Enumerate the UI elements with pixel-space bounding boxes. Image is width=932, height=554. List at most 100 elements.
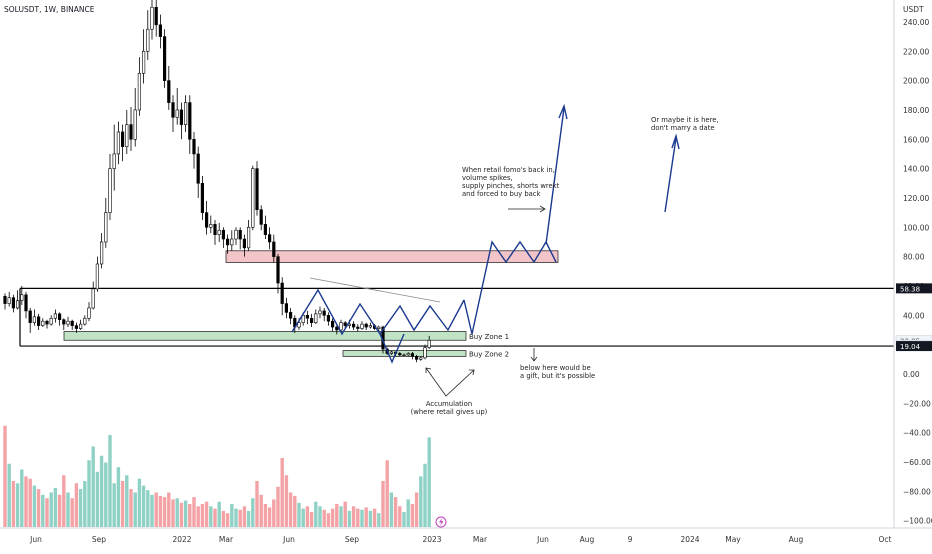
candle[interactable]	[242, 234, 247, 257]
candle[interactable]	[108, 153, 112, 220]
candle[interactable]	[53, 309, 57, 323]
candle[interactable]	[398, 351, 402, 357]
candle[interactable]	[200, 175, 205, 220]
candle[interactable]	[251, 165, 255, 231]
candle[interactable]	[192, 131, 196, 169]
candle[interactable]	[137, 57, 142, 116]
candle[interactable]	[70, 319, 74, 330]
candle[interactable]	[41, 318, 45, 328]
candle[interactable]	[230, 230, 234, 251]
candle[interactable]	[343, 321, 347, 329]
projection-zigzag-path[interactable]	[291, 288, 465, 336]
alt-target-arrow-line[interactable]	[664, 137, 677, 213]
candle[interactable]	[402, 353, 406, 357]
candle[interactable]	[217, 222, 221, 242]
candle[interactable]	[276, 253, 280, 294]
candle[interactable]	[28, 307, 32, 333]
candle[interactable]	[234, 227, 238, 245]
candle[interactable]	[36, 313, 41, 330]
candle[interactable]	[255, 161, 259, 216]
candle[interactable]	[171, 95, 175, 132]
candle[interactable]	[91, 281, 95, 310]
candle[interactable]	[188, 95, 192, 154]
candle[interactable]	[49, 315, 53, 326]
candle[interactable]	[79, 319, 83, 330]
candle[interactable]	[326, 312, 331, 326]
zone-box[interactable]	[342, 350, 467, 357]
zone-box[interactable]	[225, 250, 559, 263]
candle[interactable]	[314, 309, 318, 325]
candle[interactable]	[57, 312, 62, 326]
candle[interactable]	[414, 354, 419, 363]
candle[interactable]	[146, 10, 150, 61]
candle[interactable]	[7, 291, 11, 307]
candle[interactable]	[179, 102, 184, 140]
candle[interactable]	[226, 234, 230, 254]
candle[interactable]	[288, 307, 293, 325]
candle[interactable]	[267, 227, 272, 250]
projection-breakout-path[interactable]	[463, 240, 557, 335]
candle[interactable]	[377, 325, 381, 332]
candle[interactable]	[419, 356, 423, 361]
candle[interactable]	[330, 318, 335, 332]
candle[interactable]	[167, 65, 171, 110]
candle[interactable]	[129, 107, 133, 152]
candle[interactable]	[364, 322, 368, 330]
candle[interactable]	[20, 285, 24, 306]
candle[interactable]	[196, 146, 200, 198]
trend-line[interactable]	[309, 277, 441, 303]
candle[interactable]	[213, 219, 217, 245]
candle[interactable]	[158, 14, 163, 49]
candle[interactable]	[15, 290, 20, 310]
candle[interactable]	[322, 307, 326, 322]
candle[interactable]	[150, 0, 154, 40]
candle[interactable]	[318, 306, 322, 319]
candle[interactable]	[24, 291, 28, 319]
candle[interactable]	[62, 318, 66, 330]
candle[interactable]	[284, 297, 289, 319]
candle[interactable]	[116, 121, 120, 165]
candle[interactable]	[32, 309, 36, 326]
candle[interactable]	[427, 335, 431, 350]
candle[interactable]	[104, 197, 108, 248]
candle[interactable]	[83, 315, 87, 326]
candle[interactable]	[247, 219, 251, 251]
zone-box[interactable]	[63, 331, 467, 341]
target-arrow-line[interactable]	[545, 107, 565, 245]
candle[interactable]	[238, 227, 242, 250]
candle[interactable]	[154, 0, 158, 37]
candle[interactable]	[360, 321, 364, 330]
lightning-icon[interactable]	[435, 516, 447, 528]
candle[interactable]	[175, 87, 179, 125]
candle[interactable]	[272, 234, 276, 263]
accumulation-v-lines[interactable]	[425, 367, 475, 397]
candle[interactable]	[259, 205, 263, 231]
candle[interactable]	[121, 124, 125, 162]
candle[interactable]	[205, 200, 209, 235]
candle[interactable]	[100, 233, 104, 269]
candle[interactable]	[74, 322, 78, 333]
candle[interactable]	[209, 215, 213, 234]
candle[interactable]	[142, 29, 146, 84]
candle[interactable]	[423, 344, 427, 360]
projection-dip-path[interactable]	[379, 333, 405, 364]
candle[interactable]	[351, 321, 356, 330]
candle[interactable]	[87, 302, 91, 322]
candle[interactable]	[406, 351, 410, 357]
candle[interactable]	[368, 322, 373, 329]
candle[interactable]	[95, 256, 99, 292]
candle[interactable]	[221, 227, 226, 248]
candle[interactable]	[125, 109, 129, 154]
candle[interactable]	[410, 351, 415, 360]
candle[interactable]	[163, 29, 167, 88]
candle[interactable]	[184, 95, 188, 132]
candle[interactable]	[133, 87, 137, 147]
candle[interactable]	[66, 316, 70, 328]
candle[interactable]	[112, 124, 116, 191]
candle[interactable]	[11, 294, 16, 313]
candle[interactable]	[356, 324, 360, 332]
candle[interactable]	[3, 293, 7, 310]
candle[interactable]	[309, 313, 314, 328]
candle[interactable]	[389, 350, 394, 355]
